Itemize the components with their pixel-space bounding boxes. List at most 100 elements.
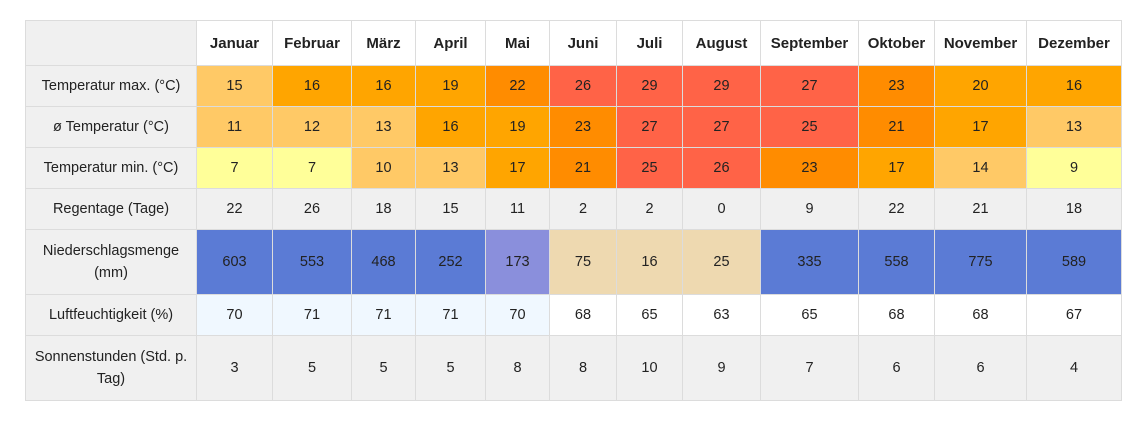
header-row: Januar Februar März April Mai Juni Juli … bbox=[25, 20, 1122, 66]
value-cell: 468 bbox=[351, 229, 416, 295]
value-cell: 775 bbox=[934, 229, 1027, 295]
row-sunshine: Sonnenstunden (Std. p. Tag) 3 5 5 5 8 8 10 9 7 6 6 4 bbox=[25, 335, 1122, 401]
value-cell: 16 bbox=[1026, 65, 1122, 107]
value-cell: 70 bbox=[485, 294, 550, 336]
value-cell: 9 bbox=[1026, 147, 1122, 189]
value-cell: 173 bbox=[485, 229, 550, 295]
value-cell: 11 bbox=[485, 188, 550, 230]
value-cell: 10 bbox=[351, 147, 416, 189]
value-cell: 6 bbox=[934, 335, 1027, 401]
value-cell: 2 bbox=[616, 188, 683, 230]
row-label: Regentage (Tage) bbox=[25, 188, 197, 230]
value-cell: 3 bbox=[196, 335, 273, 401]
corner-cell bbox=[25, 20, 197, 66]
value-cell: 23 bbox=[760, 147, 859, 189]
value-cell: 21 bbox=[858, 106, 935, 148]
value-cell: 5 bbox=[415, 335, 486, 401]
row-label: Niederschlagsmenge (mm) bbox=[25, 229, 197, 295]
value-cell: 26 bbox=[682, 147, 761, 189]
row-rain-days: Regentage (Tage) 22 26 18 15 11 2 2 0 9 22 21 18 bbox=[25, 188, 1122, 230]
month-header: Januar bbox=[196, 20, 273, 66]
value-cell: 65 bbox=[760, 294, 859, 336]
value-cell: 16 bbox=[616, 229, 683, 295]
month-header: August bbox=[682, 20, 761, 66]
value-cell: 8 bbox=[549, 335, 617, 401]
value-cell: 68 bbox=[858, 294, 935, 336]
value-cell: 25 bbox=[760, 106, 859, 148]
value-cell: 603 bbox=[196, 229, 273, 295]
value-cell: 63 bbox=[682, 294, 761, 336]
climate-table: Januar Februar März April Mai Juni Juli … bbox=[25, 20, 1122, 401]
value-cell: 0 bbox=[682, 188, 761, 230]
value-cell: 23 bbox=[549, 106, 617, 148]
value-cell: 20 bbox=[934, 65, 1027, 107]
value-cell: 17 bbox=[858, 147, 935, 189]
value-cell: 10 bbox=[616, 335, 683, 401]
value-cell: 14 bbox=[934, 147, 1027, 189]
month-header: März bbox=[351, 20, 416, 66]
value-cell: 2 bbox=[549, 188, 617, 230]
value-cell: 17 bbox=[934, 106, 1027, 148]
month-header: Juni bbox=[549, 20, 617, 66]
value-cell: 11 bbox=[196, 106, 273, 148]
month-header: Mai bbox=[485, 20, 550, 66]
value-cell: 15 bbox=[196, 65, 273, 107]
value-cell: 26 bbox=[272, 188, 352, 230]
value-cell: 68 bbox=[549, 294, 617, 336]
value-cell: 23 bbox=[858, 65, 935, 107]
value-cell: 17 bbox=[485, 147, 550, 189]
row-label: ø Temperatur (°C) bbox=[25, 106, 197, 148]
value-cell: 19 bbox=[485, 106, 550, 148]
value-cell: 16 bbox=[415, 106, 486, 148]
value-cell: 13 bbox=[351, 106, 416, 148]
value-cell: 553 bbox=[272, 229, 352, 295]
month-header: Oktober bbox=[858, 20, 935, 66]
value-cell: 558 bbox=[858, 229, 935, 295]
value-cell: 71 bbox=[351, 294, 416, 336]
value-cell: 13 bbox=[1026, 106, 1122, 148]
value-cell: 335 bbox=[760, 229, 859, 295]
value-cell: 65 bbox=[616, 294, 683, 336]
row-precipitation: Niederschlagsmenge (mm) 603 553 468 252 173 75… bbox=[25, 229, 1122, 295]
value-cell: 27 bbox=[616, 106, 683, 148]
value-cell: 70 bbox=[196, 294, 273, 336]
value-cell: 252 bbox=[415, 229, 486, 295]
value-cell: 4 bbox=[1026, 335, 1122, 401]
value-cell: 27 bbox=[682, 106, 761, 148]
value-cell: 15 bbox=[415, 188, 486, 230]
month-header: November bbox=[934, 20, 1027, 66]
value-cell: 7 bbox=[272, 147, 352, 189]
value-cell: 25 bbox=[616, 147, 683, 189]
value-cell: 22 bbox=[858, 188, 935, 230]
value-cell: 18 bbox=[351, 188, 416, 230]
row-label: Luftfeuchtigkeit (%) bbox=[25, 294, 197, 336]
climate-table-container: Januar Februar März April Mai Juni Juli … bbox=[25, 20, 1122, 401]
value-cell: 21 bbox=[549, 147, 617, 189]
value-cell: 67 bbox=[1026, 294, 1122, 336]
value-cell: 18 bbox=[1026, 188, 1122, 230]
value-cell: 29 bbox=[616, 65, 683, 107]
value-cell: 589 bbox=[1026, 229, 1122, 295]
row-label: Sonnenstunden (Std. p. Tag) bbox=[25, 335, 197, 401]
value-cell: 9 bbox=[682, 335, 761, 401]
value-cell: 25 bbox=[682, 229, 761, 295]
value-cell: 6 bbox=[858, 335, 935, 401]
month-header: Dezember bbox=[1026, 20, 1122, 66]
row-humidity: Luftfeuchtigkeit (%) 70 71 71 71 70 68 65 63 65 68… bbox=[25, 294, 1122, 336]
month-header: April bbox=[415, 20, 486, 66]
value-cell: 13 bbox=[415, 147, 486, 189]
value-cell: 71 bbox=[272, 294, 352, 336]
month-header: September bbox=[760, 20, 859, 66]
value-cell: 9 bbox=[760, 188, 859, 230]
value-cell: 16 bbox=[272, 65, 352, 107]
month-header: Februar bbox=[272, 20, 352, 66]
value-cell: 7 bbox=[760, 335, 859, 401]
value-cell: 5 bbox=[272, 335, 352, 401]
row-temp-max: Temperatur max. (°C) 15 16 16 19 22 26 29 29 27 23… bbox=[25, 65, 1122, 107]
row-temp-min: Temperatur min. (°C) 7 7 10 13 17 21 25 26 23 17 14… bbox=[25, 147, 1122, 189]
row-label: Temperatur min. (°C) bbox=[25, 147, 197, 189]
value-cell: 71 bbox=[415, 294, 486, 336]
value-cell: 27 bbox=[760, 65, 859, 107]
value-cell: 26 bbox=[549, 65, 617, 107]
value-cell: 22 bbox=[485, 65, 550, 107]
